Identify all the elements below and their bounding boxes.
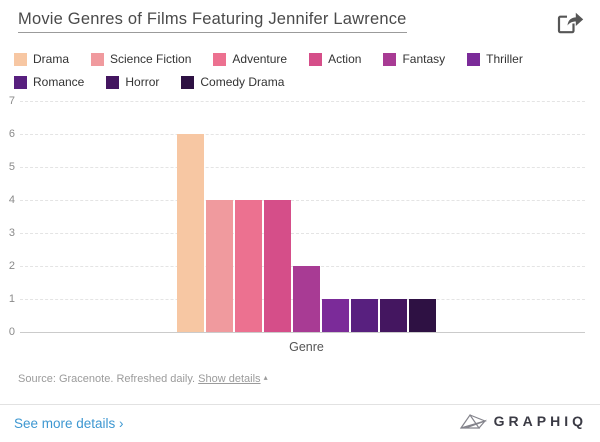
legend-swatch-horror <box>106 75 120 89</box>
legend-item-horror: Horror <box>106 75 159 89</box>
bar-drama[interactable] <box>177 134 204 332</box>
bar-action[interactable] <box>264 200 291 332</box>
y-tick-label-4: 4 <box>8 194 15 206</box>
show-details-link[interactable]: Show details <box>198 373 261 385</box>
legend-label: Horror <box>125 75 160 89</box>
source-note: Source: Gracenote. Refreshed daily. Show… <box>18 373 268 385</box>
legend-label: Action <box>328 52 362 66</box>
y-tick-label-7: 7 <box>8 95 15 107</box>
graphiq-mountain-icon <box>459 413 487 429</box>
brand-name: GRAPHIQ <box>493 413 587 429</box>
legend-swatch-thriller <box>467 52 481 66</box>
legend-item-fantasy: Fantasy <box>383 52 445 66</box>
legend-item-romance: Romance <box>14 75 84 89</box>
bar-horror[interactable] <box>380 299 407 332</box>
x-axis-label: Genre <box>289 340 324 354</box>
bar-fantasy[interactable] <box>293 266 320 332</box>
y-tick-label-3: 3 <box>8 227 15 239</box>
bar-adventure[interactable] <box>235 200 262 332</box>
legend-item-science-fiction: Science Fiction <box>91 52 191 66</box>
legend-item-adventure: Adventure <box>213 52 287 66</box>
share-icon <box>557 12 584 34</box>
gridline-y4 <box>20 200 585 201</box>
page-title: Movie Genres of Films Featuring Jennifer… <box>18 10 407 33</box>
y-tick-label-2: 2 <box>8 260 15 272</box>
legend-label: Fantasy <box>402 52 446 66</box>
graphiq-logo[interactable]: GRAPHIQ <box>459 411 587 431</box>
legend-label: Thriller <box>486 52 523 66</box>
legend-item-comedy-drama: Comedy Drama <box>181 75 284 89</box>
source-text: Source: Gracenote. Refreshed daily. <box>18 373 199 385</box>
legend-label: Comedy Drama <box>200 75 285 89</box>
bar-thriller[interactable] <box>322 299 349 332</box>
share-button[interactable] <box>552 8 588 38</box>
x-axis-line <box>20 332 585 333</box>
see-more-details-link[interactable]: See more details › <box>14 416 124 431</box>
chart-legend: Drama Science Fiction Adventure Action Fanta… <box>14 52 590 89</box>
legend-swatch-action <box>309 52 323 66</box>
footer-divider <box>0 404 600 405</box>
y-tick-label-5: 5 <box>8 161 15 173</box>
bar-romance[interactable] <box>351 299 378 332</box>
legend-swatch-fantasy <box>383 52 397 66</box>
legend-item-drama: Drama <box>14 52 69 66</box>
legend-label: Romance <box>33 75 85 89</box>
gridline-y6 <box>20 134 585 135</box>
gridline-y7 <box>20 101 585 102</box>
bar-comedy-drama[interactable] <box>409 299 436 332</box>
gridline-y5 <box>20 167 585 168</box>
y-tick-label-0: 0 <box>8 326 15 338</box>
legend-swatch-drama <box>14 52 27 66</box>
y-tick-label-1: 1 <box>8 293 15 305</box>
y-tick-label-6: 6 <box>8 128 15 140</box>
legend-swatch-comedy-drama <box>181 75 195 89</box>
legend-swatch-science-fiction <box>91 52 105 66</box>
legend-label: Drama <box>33 52 70 66</box>
bar-science-fiction[interactable] <box>206 200 233 332</box>
legend-swatch-romance <box>14 75 27 89</box>
legend-swatch-adventure <box>213 52 227 66</box>
gridline-y3 <box>20 233 585 234</box>
legend-item-action: Action <box>309 52 361 66</box>
legend-item-thriller: Thriller <box>467 52 523 66</box>
legend-label: Adventure <box>232 52 288 66</box>
collapse-arrow-icon: ▴ <box>263 373 268 382</box>
legend-label: Science Fiction <box>110 52 192 66</box>
